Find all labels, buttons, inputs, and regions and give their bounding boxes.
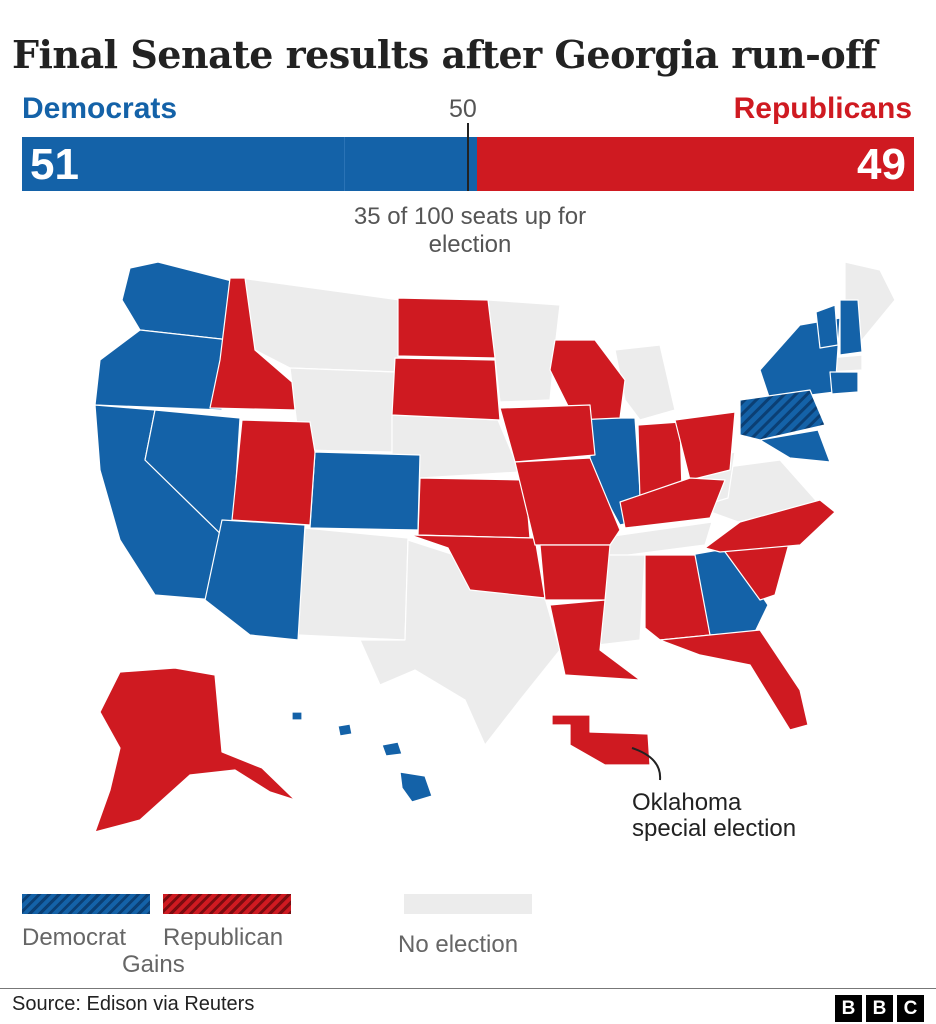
state-kentucky — [619, 477, 726, 529]
chart-title: Final Senate results after Georgia run-o… — [12, 32, 877, 77]
state-new-hampshire — [839, 299, 863, 356]
state-north-carolina — [704, 499, 836, 553]
state-louisiana — [549, 599, 641, 681]
legend-label-republican: Republican — [163, 924, 284, 951]
state-wisconsin — [549, 339, 626, 421]
state-missouri — [514, 457, 621, 546]
source-note: Source: Edison via Reuters — [12, 993, 255, 1015]
state-florida — [659, 629, 809, 731]
state-utah — [231, 419, 316, 526]
legend-swatch-republican-gains — [163, 894, 291, 914]
state-new-mexico — [297, 527, 409, 641]
state-hawaii-maui — [381, 741, 403, 757]
bar-segment-divider — [344, 137, 345, 191]
logo-letter: C — [897, 995, 924, 1022]
legend-label-gains: Gains — [122, 951, 185, 978]
annotation-line-1: Oklahoma — [632, 789, 742, 816]
state-pennsylvania — [739, 389, 826, 441]
republican-seats-bar — [477, 137, 914, 191]
bbc-logo: B B C — [835, 995, 924, 1022]
state-arizona — [204, 519, 306, 641]
state-maryland — [759, 429, 831, 463]
state-minnesota — [487, 299, 561, 403]
state-connecticut — [829, 371, 859, 395]
state-iowa — [499, 404, 596, 463]
state-arkansas — [539, 544, 611, 601]
state-south-dakota — [391, 357, 501, 421]
legend-swatch-democrat-gains — [22, 894, 150, 914]
annotation-line-2: special election — [632, 815, 797, 843]
democrats-label: Democrats — [22, 92, 178, 125]
state-oklahoma — [409, 534, 546, 599]
state-kansas — [417, 477, 531, 539]
state-idaho — [209, 277, 296, 411]
state-hawaii-oahu — [337, 723, 353, 737]
state-hawaii-big — [399, 771, 433, 803]
oklahoma-annotation: Oklahoma special election — [632, 789, 797, 843]
seats-up-note: 35 of 100 seats up for election — [353, 203, 587, 258]
legend-label-no-election: No election — [398, 931, 519, 958]
state-vermont — [815, 304, 839, 349]
state-washington — [121, 261, 237, 341]
state-colorado — [309, 451, 421, 531]
legend-swatch-no-election — [404, 894, 532, 914]
democrat-seats-bar — [22, 137, 477, 191]
state-ohio — [674, 411, 736, 481]
oklahoma-special-inset — [551, 714, 651, 766]
state-north-dakota — [397, 297, 496, 359]
republicans-label: Republicans — [733, 92, 912, 125]
legend-label-democrat: Democrat — [22, 924, 127, 951]
state-hawaii-kauai — [291, 711, 303, 721]
state-alaska — [94, 667, 296, 833]
logo-letter: B — [835, 995, 862, 1022]
democrat-seat-count: 51 — [30, 140, 79, 189]
logo-letter: B — [866, 995, 893, 1022]
majority-marker — [467, 123, 469, 191]
majority-label: 50 — [449, 95, 477, 123]
annotation-leader-line — [631, 747, 662, 781]
footer-divider — [0, 988, 936, 989]
state-oregon — [94, 329, 231, 411]
republican-seat-count: 49 — [857, 140, 906, 189]
